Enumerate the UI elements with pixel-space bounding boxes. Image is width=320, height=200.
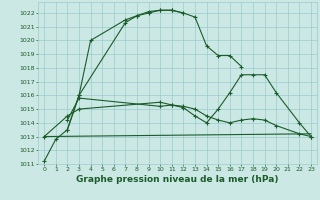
X-axis label: Graphe pression niveau de la mer (hPa): Graphe pression niveau de la mer (hPa) [76, 175, 279, 184]
